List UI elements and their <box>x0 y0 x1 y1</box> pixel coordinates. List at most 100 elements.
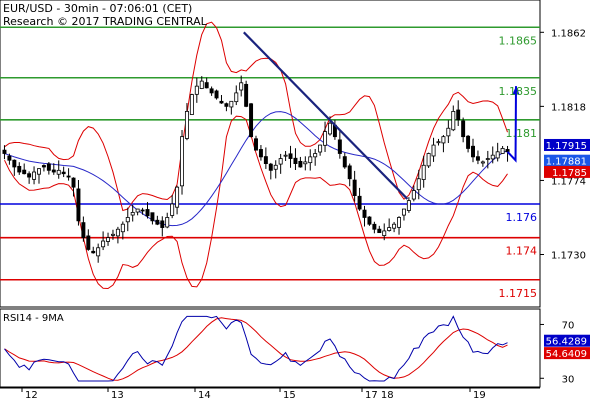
rsi-tag-label-0: 56.4289 <box>546 337 587 348</box>
candle-body-8 <box>41 165 46 168</box>
rsi-tag-bg-1 <box>544 347 590 360</box>
candle-body-72 <box>357 195 362 210</box>
candle-body-93 <box>461 120 466 138</box>
candle-body-25 <box>125 217 130 223</box>
rsi-panel-frame <box>0 308 541 388</box>
candle-body-16 <box>81 222 86 239</box>
rsi-ma-line <box>4 317 508 381</box>
candle-body-48 <box>239 82 244 91</box>
rsi-line <box>4 315 508 382</box>
candle-body-52 <box>258 149 263 158</box>
rsi-tick-label-0: 70 <box>562 320 575 331</box>
rsi-lines <box>4 315 508 382</box>
level-label-2: 1.181 <box>506 127 538 140</box>
candle-body-84 <box>416 178 421 191</box>
candle-body-75 <box>372 223 377 230</box>
candle-body-47 <box>234 92 239 103</box>
candle-body-53 <box>263 156 268 165</box>
candle-body-44 <box>219 100 224 104</box>
candlesticks <box>2 75 510 263</box>
candle-body-33 <box>165 217 170 228</box>
candle-body-41 <box>204 82 209 89</box>
candle-body-96 <box>475 156 480 161</box>
candle-body-82 <box>406 200 411 211</box>
candle-body-56 <box>278 158 283 165</box>
candle-body-0 <box>2 149 7 154</box>
candle-body-86 <box>426 153 431 167</box>
candle-body-69 <box>342 156 347 168</box>
time-tick-label-4: 17 18 <box>365 390 394 400</box>
candle-body-17 <box>86 235 91 250</box>
candle-body-19 <box>96 247 101 257</box>
candle-body-2 <box>12 159 17 168</box>
candle-body-98 <box>485 158 490 160</box>
level-label-0: 1.1865 <box>499 34 538 47</box>
price-tick-label-1: 1.1818 <box>551 102 586 113</box>
candle-body-18 <box>91 250 96 254</box>
level-label-3: 1.176 <box>506 211 538 224</box>
candle-body-29 <box>145 209 150 217</box>
projection-path <box>506 86 517 163</box>
candle-body-49 <box>244 83 249 107</box>
price-tag-label-0: 1.17915 <box>546 141 587 152</box>
level-label-4: 1.174 <box>506 245 538 258</box>
rsi-tag-label-1: 54.6409 <box>546 349 587 360</box>
candle-body-78 <box>387 227 392 231</box>
price-tag-label-2: 1.1785 <box>552 168 587 179</box>
bollinger-lower <box>4 115 508 290</box>
candle-body-12 <box>61 171 66 175</box>
candle-body-88 <box>436 141 441 144</box>
candle-body-21 <box>106 237 111 242</box>
ma-line <box>4 111 508 227</box>
candle-body-46 <box>229 100 234 108</box>
price-tag-bg-2 <box>544 165 590 178</box>
candle-body-1 <box>7 155 12 161</box>
candle-body-4 <box>22 169 27 175</box>
candle-body-31 <box>155 219 160 225</box>
trendline-group <box>243 31 409 200</box>
candle-body-27 <box>135 208 140 213</box>
candle-body-74 <box>367 216 372 225</box>
candle-body-42 <box>209 88 214 94</box>
candle-body-36 <box>180 136 184 187</box>
rsi-title: RSI14 - 9MA <box>3 313 64 324</box>
candle-body-35 <box>175 186 180 208</box>
candle-body-68 <box>337 139 342 154</box>
bollinger-upper <box>4 21 508 212</box>
candle-body-59 <box>293 157 298 165</box>
rsi-axis-ticks: 70 30 <box>540 320 574 385</box>
candle-body-89 <box>441 136 446 144</box>
time-tick-label-2: 14 <box>198 390 211 400</box>
candle-body-22 <box>110 233 115 236</box>
candle-body-10 <box>51 169 56 173</box>
candle-body-54 <box>268 163 273 171</box>
candle-body-81 <box>401 208 406 216</box>
candle-body-100 <box>495 151 500 159</box>
time-tick-label-5: 19 <box>473 390 486 400</box>
candle-body-5 <box>27 173 32 178</box>
candle-body-94 <box>466 135 471 149</box>
projection-arrowhead <box>512 86 520 95</box>
candle-body-37 <box>184 111 189 139</box>
price-tag-bg-1 <box>544 154 590 167</box>
price-tick-label-2: 1.1774 <box>551 176 586 187</box>
chart-header-line1: EUR/USD - 30min - 07:06:01 (CET) <box>3 2 192 15</box>
price-axis-ticks: 1.1862 1.1818 1.1774 1.1730 <box>540 28 586 262</box>
candle-body-73 <box>362 209 367 218</box>
time-tick-label-1: 13 <box>111 390 124 400</box>
candle-body-43 <box>214 90 219 99</box>
time-axis-ticks: 12 13 14 15 17 18 19 <box>21 388 486 400</box>
candle-body-26 <box>130 212 135 216</box>
candle-body-92 <box>456 109 461 121</box>
candle-body-20 <box>101 240 106 248</box>
candle-body-13 <box>66 175 71 178</box>
candle-body-63 <box>313 153 318 158</box>
moving-average <box>4 111 508 227</box>
candle-body-15 <box>76 188 81 222</box>
candle-body-7 <box>37 168 41 175</box>
candle-body-14 <box>71 177 76 188</box>
candle-body-6 <box>32 171 37 180</box>
candle-body-3 <box>17 165 22 173</box>
